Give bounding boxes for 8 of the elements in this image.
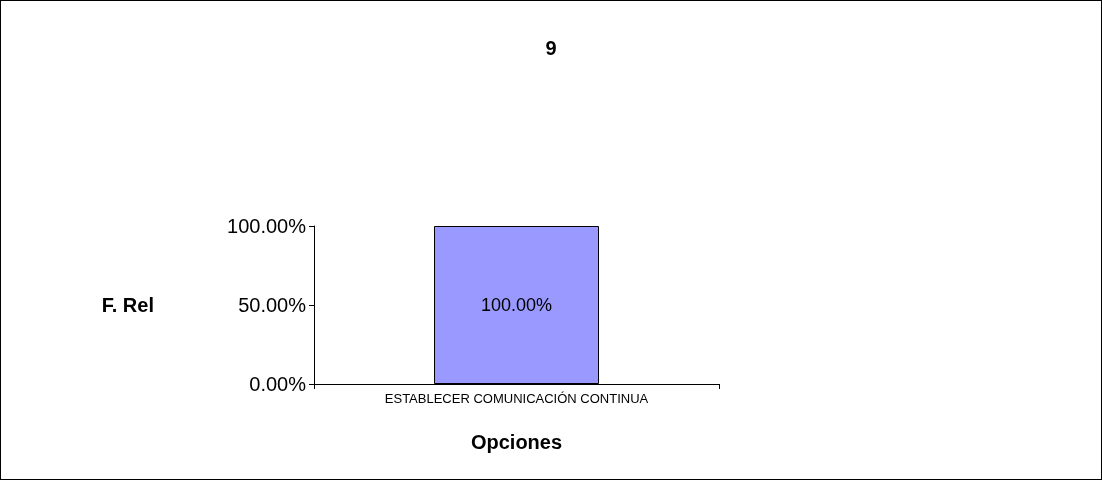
data-label: 100.00% <box>480 295 553 315</box>
y-tick-label: 50.00% <box>238 294 307 316</box>
x-tick-label: ESTABLECER COMUNICACIÓN CONTINUA <box>384 391 649 406</box>
y-axis-title: F. Rel <box>101 294 154 316</box>
x-axis-title: Opciones <box>470 431 563 453</box>
y-tick-label: 0.00% <box>249 373 307 395</box>
chart-title: 9 <box>545 37 557 59</box>
y-tick-label: 100.00% <box>227 215 307 237</box>
